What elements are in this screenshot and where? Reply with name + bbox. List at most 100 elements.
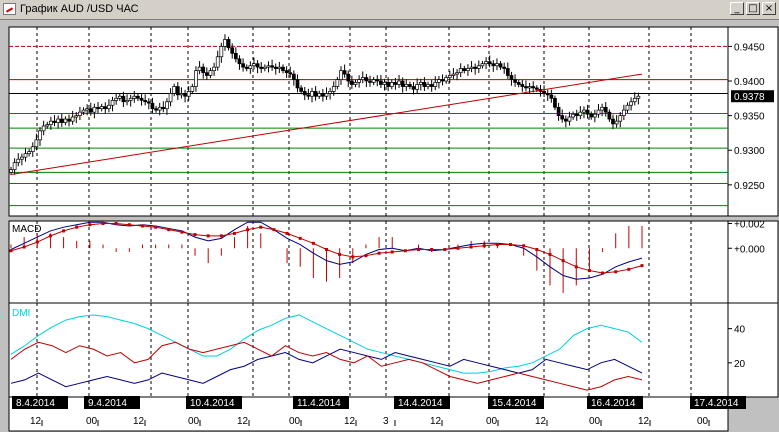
- candle-body: [571, 113, 575, 118]
- chart-canvas[interactable]: 0.9450 0.9400 0.9350 0.9300 0.9250 0.9378 MAC…: [0, 20, 779, 432]
- candle-body: [56, 118, 60, 123]
- date-label-box: [293, 396, 349, 409]
- date-label-box: [12, 396, 68, 409]
- window-titlebar: График AUD /USD ЧАС _ □ ×: [0, 0, 779, 20]
- close-button[interactable]: ×: [762, 2, 776, 15]
- dmi-plot-area: [8, 302, 729, 398]
- candle-body: [458, 68, 463, 74]
- candle-body: [585, 109, 590, 115]
- candle-body: [582, 109, 586, 113]
- candle-body: [469, 66, 474, 69]
- candle-body: [636, 95, 641, 99]
- candle-body: [531, 86, 536, 89]
- minimize-button[interactable]: _: [730, 2, 744, 15]
- candle-body: [284, 70, 289, 74]
- candle-body: [259, 66, 264, 69]
- candle-body: [545, 93, 550, 96]
- macd-ytick-label: +0.000: [734, 244, 765, 255]
- candle-body: [549, 94, 554, 99]
- candle-body: [23, 153, 28, 158]
- candle-body: [190, 86, 195, 92]
- candle-body: [524, 86, 528, 89]
- candle-body: [132, 95, 137, 99]
- candle-body: [324, 93, 329, 97]
- candle-body: [433, 82, 438, 87]
- candle-body: [146, 101, 151, 104]
- candle-body: [38, 130, 42, 141]
- candle-body: [299, 87, 303, 92]
- candle-body: [197, 66, 202, 71]
- candle-body: [34, 139, 39, 148]
- candle-body: [219, 46, 224, 58]
- candle-body: [444, 77, 449, 82]
- dmi-ytick-label: 20: [734, 359, 746, 370]
- candle-body: [386, 82, 390, 87]
- candle-body: [226, 39, 231, 49]
- candle-body: [346, 73, 351, 82]
- candle-body: [168, 93, 173, 103]
- price-pane: 0.9450 0.9400 0.9350 0.9300 0.9250 0.9378: [8, 26, 779, 217]
- candle-body: [212, 66, 216, 71]
- candle-body: [96, 106, 100, 110]
- macd-plot-area: [8, 220, 729, 305]
- candle-body: [128, 97, 133, 101]
- candle-body: [375, 79, 380, 82]
- candle-body: [614, 120, 619, 125]
- date-label: 17.4.2014: [694, 398, 739, 409]
- candle-body: [389, 82, 394, 87]
- candle-body: [266, 65, 271, 68]
- price-ytick-label: 0.9300: [734, 146, 765, 157]
- candle-body: [52, 120, 57, 123]
- candle-body: [45, 124, 50, 127]
- candle-body: [78, 111, 82, 116]
- candle-body: [516, 82, 521, 85]
- candle-body: [505, 68, 510, 76]
- candle-body: [607, 111, 612, 120]
- candle-body: [393, 82, 398, 85]
- candle-body: [560, 115, 565, 120]
- candle-body: [437, 79, 441, 83]
- dmi-di-plus-line: [10, 348, 643, 388]
- maximize-button[interactable]: □: [746, 2, 760, 15]
- candle-body: [179, 93, 184, 96]
- candle-body: [553, 97, 557, 108]
- hour-label: 12: [30, 416, 42, 427]
- date-label-box: [690, 396, 746, 409]
- candle-body: [339, 70, 343, 80]
- price-ytick-label: 0.9450: [734, 42, 765, 53]
- candle-body: [462, 68, 467, 71]
- candle-body: [237, 58, 242, 65]
- candle-body: [59, 118, 64, 123]
- candle-body: [150, 102, 155, 110]
- hour-label: 00: [289, 416, 301, 427]
- candle-body: [502, 66, 507, 69]
- candle-body: [411, 86, 416, 90]
- candle-body: [629, 101, 633, 106]
- hour-label: 00: [188, 416, 200, 427]
- candle-body: [114, 97, 119, 101]
- candle-body: [593, 113, 597, 118]
- dmi-adx-line: [10, 314, 643, 374]
- hour-label: 12: [344, 416, 356, 427]
- window-title: График AUD /USD ЧАС: [20, 3, 139, 15]
- candle-body: [480, 63, 485, 67]
- candle-body: [81, 109, 86, 113]
- candle-body: [281, 66, 285, 71]
- candle-body: [88, 108, 93, 113]
- chart-window-frame: 0.9450 0.9400 0.9350 0.9300 0.9250 0.9378 MAC…: [0, 20, 779, 432]
- candle-body: [328, 91, 332, 94]
- candle-body: [208, 70, 213, 76]
- candle-body: [9, 169, 13, 173]
- candle-body: [632, 97, 637, 103]
- dmi-di-minus-line: [10, 341, 643, 391]
- candle-body: [277, 66, 282, 69]
- candle-body: [563, 118, 568, 122]
- candle-body: [255, 63, 260, 68]
- candle-body: [161, 106, 166, 110]
- candle-body: [321, 93, 325, 97]
- date-label: 9.4.2014: [88, 398, 127, 409]
- candle-body: [175, 86, 180, 96]
- candle-body: [527, 86, 532, 89]
- trend-line: [10, 73, 643, 175]
- candle-body: [335, 79, 340, 87]
